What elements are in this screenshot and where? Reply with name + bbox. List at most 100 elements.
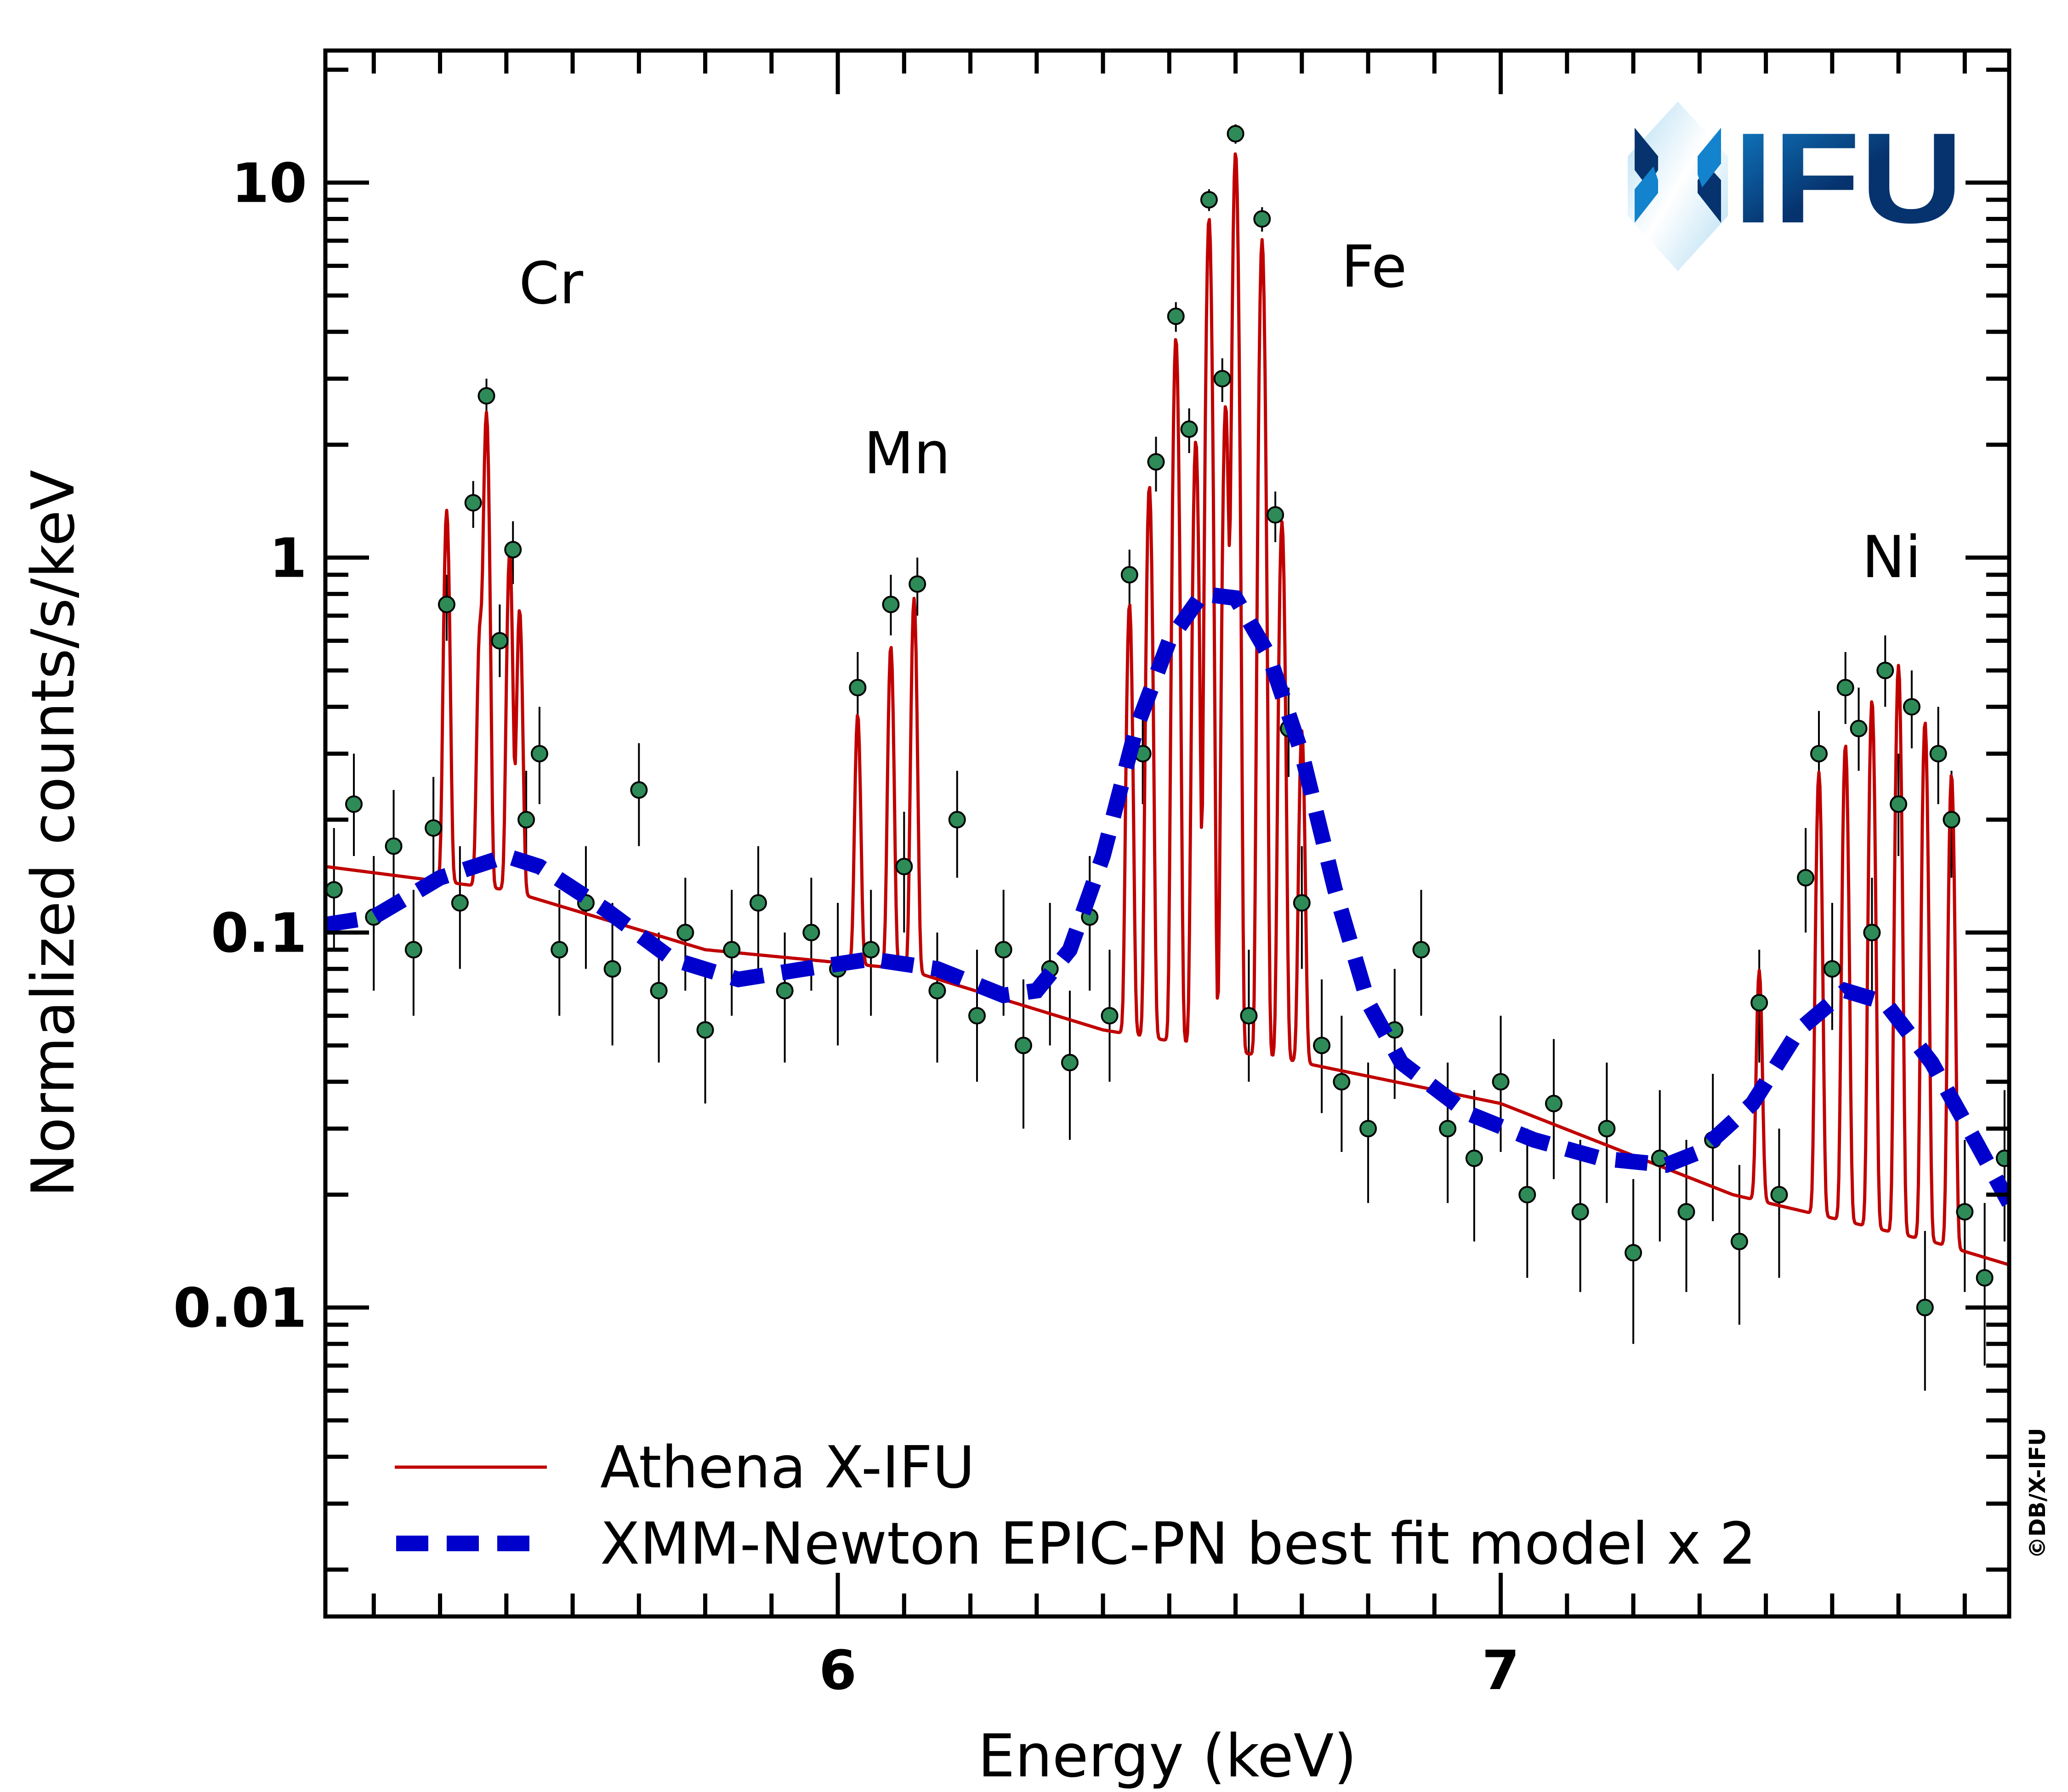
x-axis-label: Energy (keV) bbox=[978, 1722, 1357, 1791]
data-point bbox=[1227, 125, 1244, 143]
data-point bbox=[1240, 1007, 1258, 1025]
data-point bbox=[696, 1021, 714, 1039]
data-point bbox=[1213, 370, 1231, 388]
data-point bbox=[504, 541, 522, 559]
data-point bbox=[1836, 679, 1854, 697]
data-point bbox=[968, 1007, 986, 1025]
data-point bbox=[1313, 1037, 1331, 1055]
data-point bbox=[530, 745, 548, 763]
data-point bbox=[1293, 894, 1311, 912]
data-point bbox=[1976, 1269, 1994, 1287]
logo-hexagon bbox=[1628, 102, 1728, 271]
data-point bbox=[1956, 1203, 1974, 1221]
data-point bbox=[1101, 1007, 1119, 1025]
data-point bbox=[994, 941, 1012, 958]
y-axis-label: Normalized counts/s/keV bbox=[19, 470, 88, 1197]
data-point bbox=[491, 632, 509, 650]
data-point bbox=[325, 881, 343, 899]
element-labels: Cr Mn Fe Ni bbox=[519, 233, 1921, 591]
xmm-newton-model-line bbox=[325, 585, 2009, 1207]
data-point bbox=[928, 981, 946, 999]
data-point bbox=[477, 387, 495, 405]
legend-label-xmm: XMM-Newton EPIC-PN best fit model x 2 bbox=[600, 1510, 1756, 1577]
data-point bbox=[1677, 1203, 1695, 1221]
data-point bbox=[1200, 191, 1218, 209]
plot-frame bbox=[323, 48, 2011, 1619]
label-fe: Fe bbox=[1341, 233, 1407, 301]
data-point bbox=[603, 960, 621, 978]
data-point bbox=[451, 894, 469, 912]
data-point bbox=[551, 941, 568, 958]
data-point bbox=[1750, 994, 1768, 1012]
label-mn: Mn bbox=[864, 420, 951, 487]
data-point bbox=[862, 941, 880, 958]
y-tick-label: 0.01 bbox=[173, 1276, 307, 1340]
ifu-logo: IFU bbox=[1628, 102, 1963, 271]
data-point bbox=[345, 795, 363, 813]
y-tick-label: 0.1 bbox=[211, 902, 307, 965]
data-point bbox=[1890, 795, 1908, 813]
data-point bbox=[517, 811, 535, 828]
data-point bbox=[676, 924, 694, 941]
data-point bbox=[1823, 960, 1841, 978]
data-point bbox=[1625, 1244, 1642, 1262]
data-point bbox=[1810, 745, 1828, 763]
data-point bbox=[1770, 1185, 1788, 1203]
data-point bbox=[948, 811, 966, 828]
data-point bbox=[1167, 307, 1185, 325]
data-point bbox=[776, 981, 794, 999]
data-point bbox=[1465, 1149, 1483, 1167]
data-point bbox=[464, 494, 482, 512]
data-point bbox=[1598, 1120, 1616, 1138]
y-tick-label: 10 bbox=[232, 151, 307, 215]
data-point bbox=[650, 981, 668, 999]
data-point bbox=[1267, 506, 1284, 524]
logo-text: IFU bbox=[1733, 107, 1963, 250]
data-point bbox=[437, 595, 455, 613]
data-point bbox=[1518, 1185, 1536, 1203]
data-point bbox=[1863, 924, 1881, 941]
data-point bbox=[1333, 1073, 1351, 1091]
data-point bbox=[1147, 453, 1165, 471]
data-point bbox=[404, 941, 422, 958]
data-point bbox=[1943, 811, 1960, 828]
y-tick-label: 1 bbox=[269, 526, 307, 590]
label-cr: Cr bbox=[519, 250, 583, 317]
data-point bbox=[882, 595, 900, 613]
data-point bbox=[1916, 1299, 1934, 1316]
data-point bbox=[1876, 662, 1894, 680]
data-point bbox=[1730, 1232, 1748, 1250]
legend-label-athena: Athena X-IFU bbox=[600, 1434, 975, 1501]
copyright: ©DB/X-IFU bbox=[2025, 1428, 2051, 1559]
data-point bbox=[909, 575, 926, 593]
label-ni: Ni bbox=[1862, 523, 1921, 591]
data-point bbox=[1995, 1149, 2009, 1167]
data-point bbox=[630, 781, 648, 799]
axis-ticks bbox=[325, 51, 2009, 1616]
data-point bbox=[1061, 1054, 1079, 1072]
tick-labels: 0.01 0.1 1 10 6 7 bbox=[173, 151, 1520, 1702]
x-tick-label: 7 bbox=[1482, 1639, 1520, 1702]
data-point bbox=[1850, 720, 1868, 737]
data-point bbox=[1412, 941, 1430, 958]
x-tick-label: 6 bbox=[819, 1639, 857, 1702]
data-point bbox=[723, 941, 741, 958]
data-point bbox=[1571, 1203, 1589, 1221]
data-point bbox=[1014, 1037, 1032, 1055]
data-point bbox=[425, 819, 443, 837]
logo-x-left-bottom bbox=[1635, 166, 1658, 223]
data-point bbox=[1439, 1120, 1457, 1138]
data-point bbox=[1253, 210, 1271, 228]
data-point bbox=[1359, 1120, 1377, 1138]
logo-x-right-top bbox=[1698, 128, 1721, 187]
data-point bbox=[1903, 698, 1920, 716]
data-point bbox=[1545, 1094, 1562, 1112]
data-point bbox=[849, 679, 867, 697]
data-point bbox=[1929, 745, 1947, 763]
athena-xifu-model-line bbox=[325, 152, 2009, 1266]
data-point bbox=[802, 924, 820, 941]
data-point bbox=[749, 894, 767, 912]
data-point bbox=[1797, 869, 1815, 887]
legend: Athena X-IFU XMM-Newton EPIC-PN best fit… bbox=[395, 1434, 1756, 1577]
